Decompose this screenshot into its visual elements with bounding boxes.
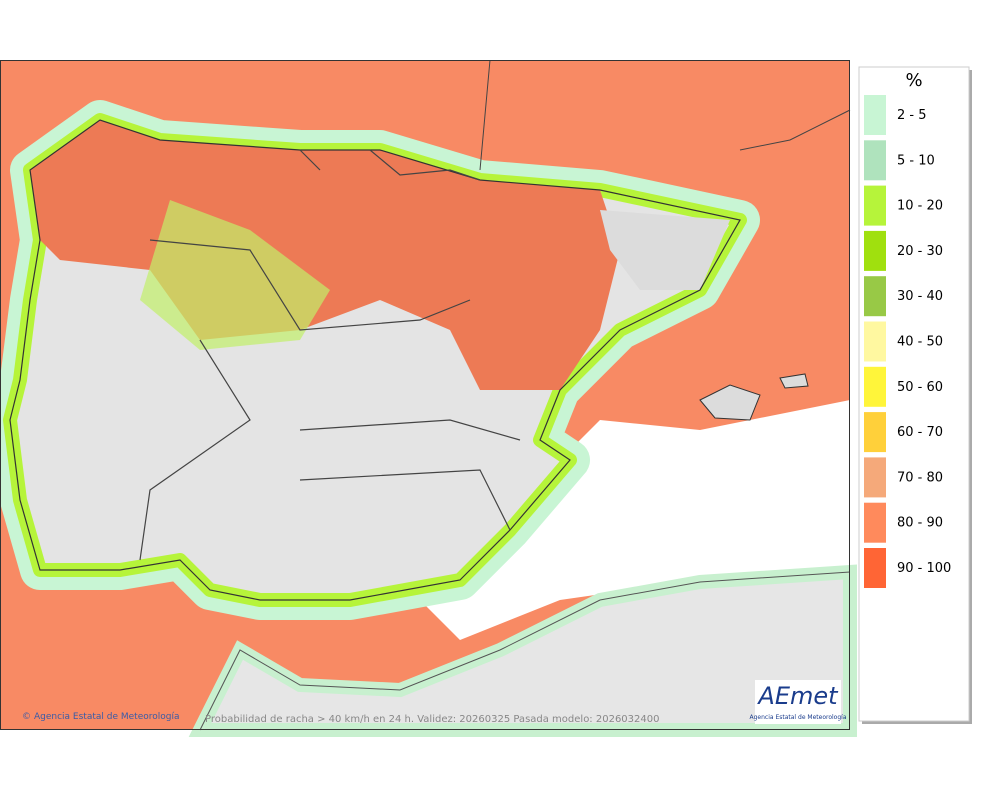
legend-label: 60 - 70: [897, 425, 943, 440]
legend-swatch: [864, 321, 886, 362]
legend-title: %: [905, 70, 922, 91]
legend-swatch: [864, 276, 886, 317]
legend-swatch: [864, 548, 886, 588]
legend-swatch: [864, 185, 886, 226]
legend-label: 80 - 90: [897, 516, 943, 531]
legend-label: 30 - 40: [897, 289, 943, 304]
mid-zone: [140, 200, 330, 350]
legend-label: 10 - 20: [897, 199, 943, 214]
legend-swatch: [864, 412, 886, 453]
coastline: [9, 119, 741, 601]
legend-swatch: [864, 140, 886, 181]
legend-swatch: [864, 502, 886, 543]
legend-swatch: [864, 95, 886, 135]
legend-label: 90 - 100: [897, 561, 951, 576]
legend-swatch: [864, 366, 886, 407]
high-probability-zone: [30, 120, 620, 390]
map-frame: [0, 60, 850, 730]
caption: Probabilidad de racha > 40 km/h en 24 h.…: [205, 714, 659, 725]
legend-swatch: [864, 457, 886, 498]
coast: [199, 571, 851, 731]
logo-subtitle: Agencia Estatal de Meteorología: [750, 714, 847, 721]
legend-swatch: [864, 230, 886, 271]
logo-box: [755, 680, 841, 724]
map: © Agencia Estatal de Meteorología Probab…: [0, 59, 857, 737]
borders: [139, 149, 521, 561]
catalonia-zone: [600, 210, 730, 290]
legend-label: 70 - 80: [897, 470, 943, 485]
island: [699, 384, 761, 421]
credit: Agencia Estatal de Meteorología: [34, 712, 180, 722]
copyright-symbol: ©: [22, 712, 31, 722]
legend-label: 20 - 30: [897, 244, 943, 259]
legend-label: 5 - 10: [897, 153, 935, 168]
logo: AEmet: [756, 682, 839, 710]
legend-label: 40 - 50: [897, 335, 943, 350]
legend-label: 2 - 5: [897, 108, 927, 123]
legend: % 2 - 5 5 - 10 10 - 20 20 - 30 30 - 40 40 - 5…: [858, 66, 972, 724]
borders: [479, 59, 851, 171]
island: [779, 373, 809, 389]
legend-label: 50 - 60: [897, 380, 943, 395]
